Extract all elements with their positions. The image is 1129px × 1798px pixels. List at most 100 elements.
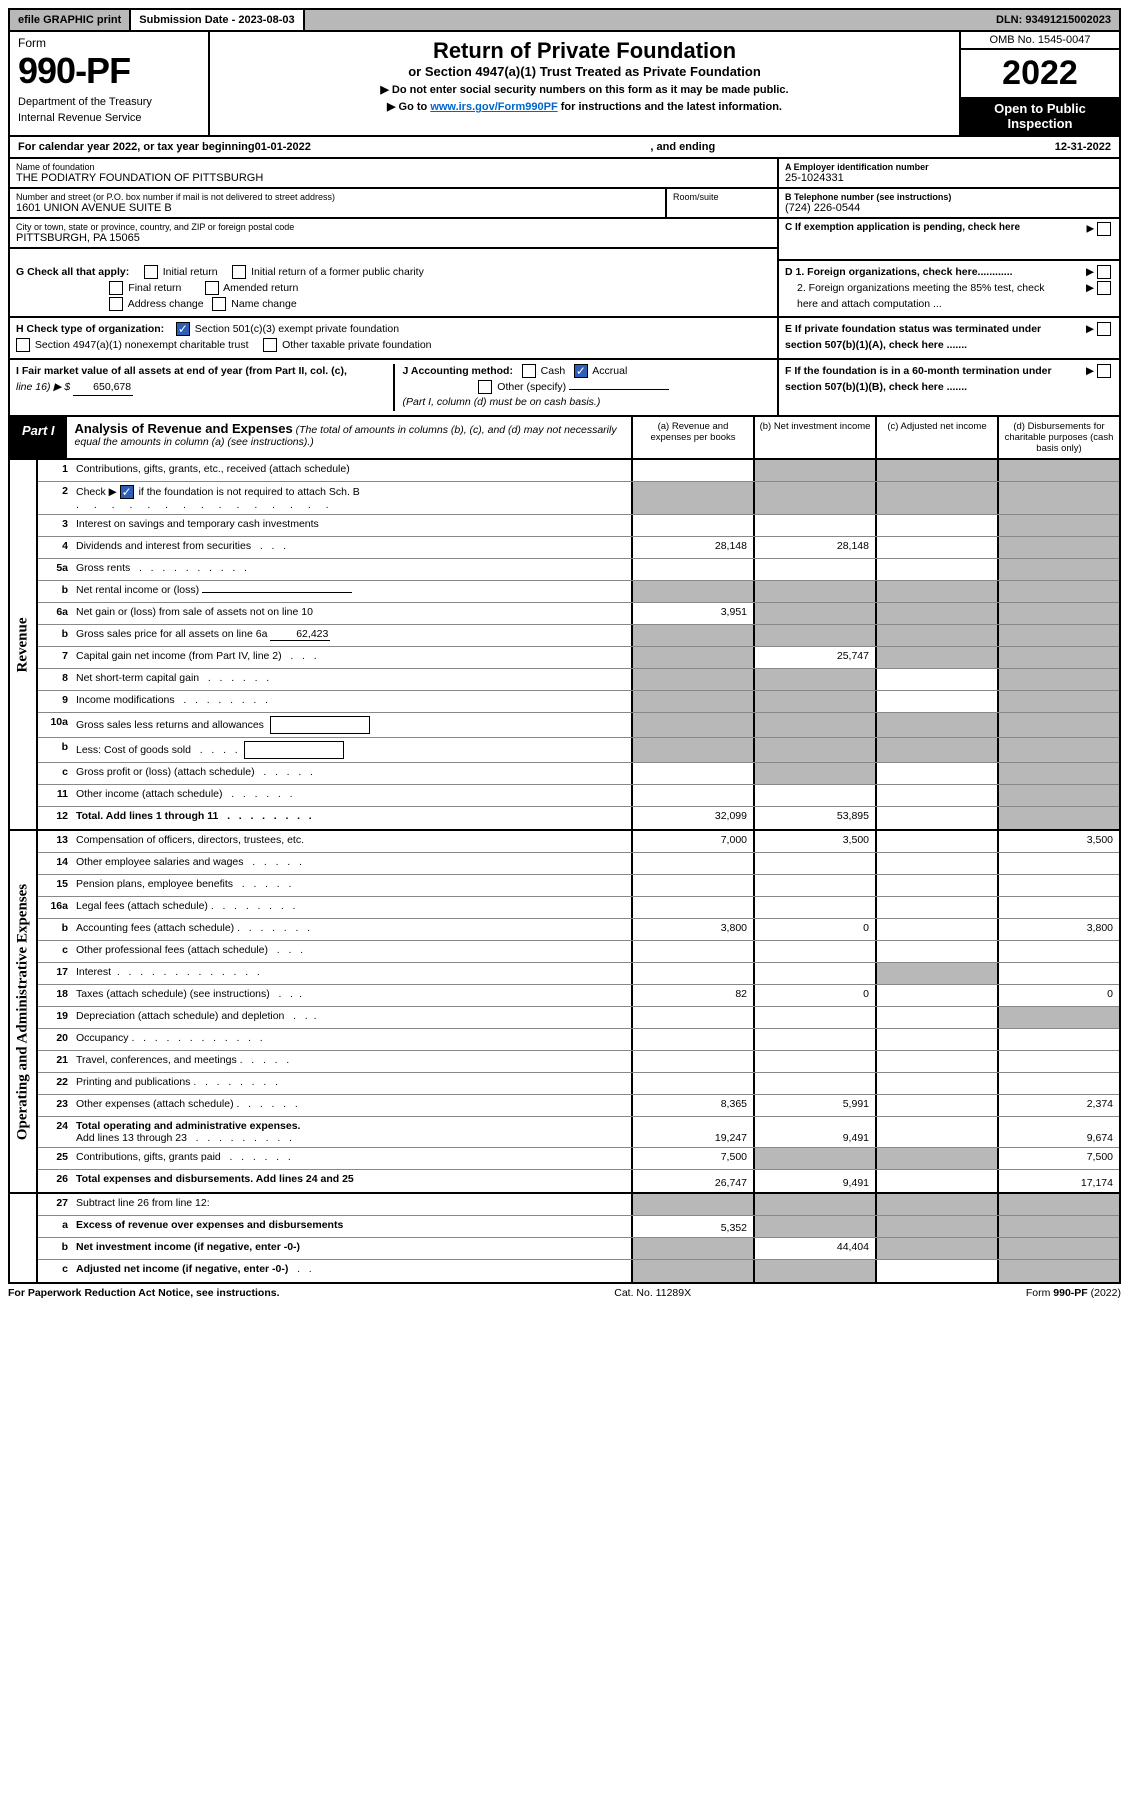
part1-label: Part I: [10, 417, 67, 458]
row-1: 1Contributions, gifts, grants, etc., rec…: [38, 460, 1119, 482]
r14-desc: Other employee salaries and wages . . . …: [72, 853, 631, 874]
i-value: 650,678: [73, 380, 133, 397]
f-checkbox[interactable]: [1097, 364, 1111, 378]
dln-label: DLN:: [996, 14, 1025, 26]
r26-text: Total expenses and disbursements. Add li…: [76, 1173, 354, 1185]
r24-desc: Total operating and administrative expen…: [72, 1117, 631, 1147]
j-other-checkbox[interactable]: [478, 380, 492, 394]
g-row: G Check all that apply: Initial return I…: [10, 261, 777, 318]
j-accrual: Accrual: [592, 365, 627, 377]
c-cell: C If exemption application is pending, c…: [779, 219, 1119, 261]
row27-body: 27Subtract line 26 from line 12: aExcess…: [38, 1194, 1119, 1282]
r16b-b: 0: [753, 919, 875, 940]
subdate-value: 2023-08-03: [238, 14, 294, 26]
r9-desc: Income modifications . . . . . . . .: [72, 691, 631, 712]
j-label: J Accounting method:: [403, 365, 513, 377]
form-word: Form: [18, 36, 200, 50]
tel-label: B Telephone number (see instructions): [785, 192, 1113, 202]
r13-desc: Compensation of officers, directors, tru…: [72, 831, 631, 852]
row27-section: 27Subtract line 26 from line 12: aExcess…: [8, 1194, 1121, 1284]
j-accrual-checkbox[interactable]: [574, 364, 588, 378]
r13-b: 3,500: [753, 831, 875, 852]
h-row: H Check type of organization: Section 50…: [10, 318, 777, 360]
d2-checkbox[interactable]: [1097, 281, 1111, 295]
r1-desc: Contributions, gifts, grants, etc., rece…: [72, 460, 631, 481]
form-note2: ▶ Go to www.irs.gov/Form990PF for instru…: [216, 100, 953, 113]
r14-text: Other employee salaries and wages: [76, 856, 244, 868]
row-10a: 10aGross sales less returns and allowanc…: [38, 713, 1119, 738]
r26-d: 17,174: [997, 1170, 1119, 1192]
r7-desc: Capital gain net income (from Part IV, l…: [72, 647, 631, 668]
form-title: Return of Private Foundation: [216, 38, 953, 64]
r25-d: 7,500: [997, 1148, 1119, 1169]
form-header: Form 990-PF Department of the Treasury I…: [8, 32, 1121, 137]
h-opt1: Section 501(c)(3) exempt private foundat…: [195, 323, 399, 335]
g-name-checkbox[interactable]: [212, 297, 226, 311]
dept-treasury: Department of the Treasury: [18, 96, 200, 108]
r5b-fill: [202, 592, 352, 593]
revenue-side-label: Revenue: [10, 460, 38, 829]
row-5a: 5aGross rents . . . . . . . . . .: [38, 559, 1119, 581]
g-final-checkbox[interactable]: [109, 281, 123, 295]
cal-begin: 01-01-2022: [255, 141, 311, 153]
schb-checkbox[interactable]: [120, 485, 134, 499]
row-20: 20Occupancy . . . . . . . . . . . .: [38, 1029, 1119, 1051]
r22-desc: Printing and publications . . . . . . . …: [72, 1073, 631, 1094]
r22-text: Printing and publications: [76, 1076, 190, 1088]
form-number: 990-PF: [18, 50, 200, 92]
irs-link[interactable]: www.irs.gov/Form990PF: [430, 101, 557, 113]
footer-center: Cat. No. 11289X: [280, 1287, 1026, 1299]
r27b-b: 44,404: [753, 1238, 875, 1259]
cal-end: 12-31-2022: [1055, 141, 1111, 153]
g-initial-public-checkbox[interactable]: [232, 265, 246, 279]
ein-value: 25-1024331: [785, 172, 1113, 184]
row-23: 23Other expenses (attach schedule) . . .…: [38, 1095, 1119, 1117]
g-amended-checkbox[interactable]: [205, 281, 219, 295]
r16c-desc: Other professional fees (attach schedule…: [72, 941, 631, 962]
e-row: E If private foundation status was termi…: [779, 318, 1119, 360]
h-501c3-checkbox[interactable]: [176, 322, 190, 336]
row-16b: bAccounting fees (attach schedule) . . .…: [38, 919, 1119, 941]
tel-value: (724) 226-0544: [785, 202, 1113, 214]
r27a-a: 5,352: [631, 1216, 753, 1237]
g-address-checkbox[interactable]: [109, 297, 123, 311]
row-17: 17Interest . . . . . . . . . . . . .: [38, 963, 1119, 985]
r21-desc: Travel, conferences, and meetings . . . …: [72, 1051, 631, 1072]
row-6b: bGross sales price for all assets on lin…: [38, 625, 1119, 647]
r5a-desc: Gross rents . . . . . . . . . .: [72, 559, 631, 580]
subdate-label: Submission Date -: [139, 14, 238, 26]
expenses-body: 13Compensation of officers, directors, t…: [38, 831, 1119, 1192]
h-4947-checkbox[interactable]: [16, 338, 30, 352]
g-opt-name: Name change: [231, 298, 296, 310]
r24-b: 9,491: [753, 1117, 875, 1147]
j-note: (Part I, column (d) must be on cash basi…: [403, 396, 601, 408]
j-cash-checkbox[interactable]: [522, 364, 536, 378]
row-16c: cOther professional fees (attach schedul…: [38, 941, 1119, 963]
ghi-right: D 1. Foreign organizations, check here..…: [779, 261, 1119, 415]
tax-year: 2022: [961, 50, 1119, 97]
row-10c: cGross profit or (loss) (attach schedule…: [38, 763, 1119, 785]
d1-checkbox[interactable]: [1097, 265, 1111, 279]
r10a-box: [270, 716, 370, 734]
r20-text: Occupancy: [76, 1032, 129, 1044]
r4-b: 28,148: [753, 537, 875, 558]
revenue-body: 1Contributions, gifts, grants, etc., rec…: [38, 460, 1119, 829]
h-other-checkbox[interactable]: [263, 338, 277, 352]
r18-a: 82: [631, 985, 753, 1006]
row-18: 18Taxes (attach schedule) (see instructi…: [38, 985, 1119, 1007]
r2a: Check ▶: [76, 486, 120, 498]
header-left: Form 990-PF Department of the Treasury I…: [10, 32, 210, 135]
row-4: 4Dividends and interest from securities …: [38, 537, 1119, 559]
c-checkbox[interactable]: [1097, 222, 1111, 236]
r16b-desc: Accounting fees (attach schedule) . . . …: [72, 919, 631, 940]
r16c-text: Other professional fees (attach schedule…: [76, 944, 268, 956]
r7-text: Capital gain net income (from Part IV, l…: [76, 650, 282, 662]
f-label: F If the foundation is in a 60-month ter…: [785, 364, 1065, 396]
e-label: E If private foundation status was termi…: [785, 322, 1065, 354]
h-opt2: Section 4947(a)(1) nonexempt charitable …: [35, 339, 249, 351]
part1-header: Part I Analysis of Revenue and Expenses …: [8, 417, 1121, 460]
j-other: Other (specify): [497, 381, 566, 393]
g-initial-checkbox[interactable]: [144, 265, 158, 279]
r5b-text: Net rental income or (loss): [76, 584, 199, 596]
e-checkbox[interactable]: [1097, 322, 1111, 336]
